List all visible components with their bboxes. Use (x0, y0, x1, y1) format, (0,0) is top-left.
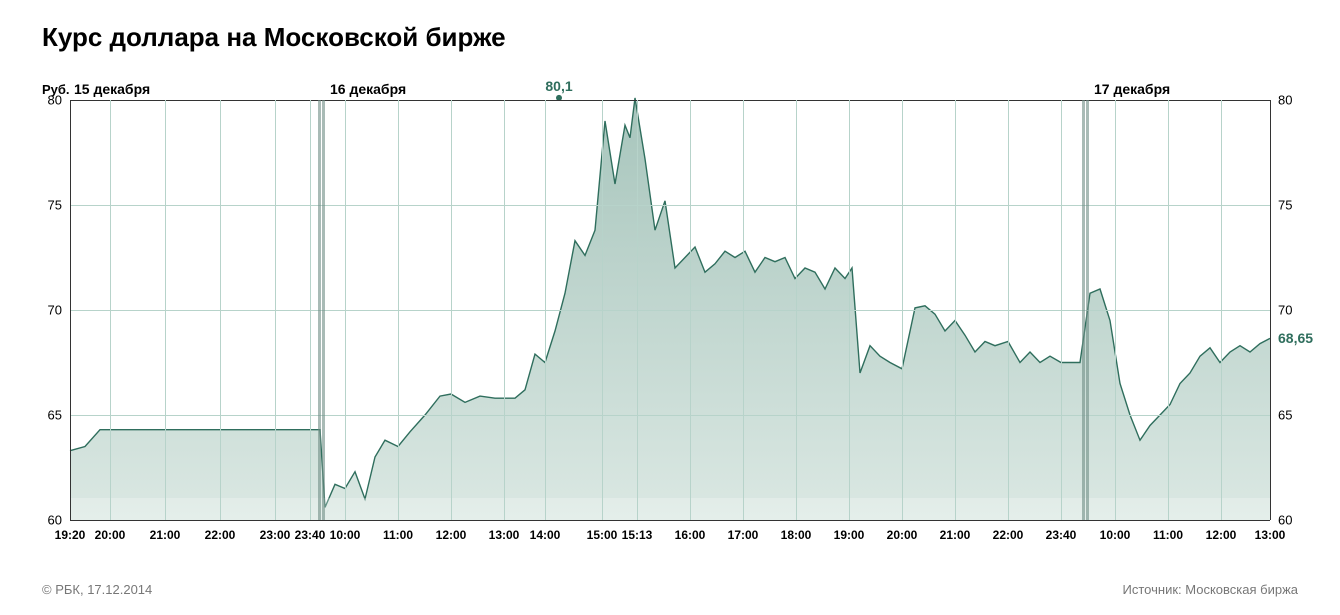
chart-area: 6060656570707575808019:2020:0021:0022:00… (70, 100, 1270, 520)
gridline-vertical (743, 100, 744, 520)
gridline-vertical (545, 100, 546, 520)
y-tick-right: 75 (1278, 198, 1292, 213)
gridline-horizontal (70, 310, 1270, 311)
x-tick: 15:00 (587, 528, 618, 542)
x-tick: 10:00 (1100, 528, 1131, 542)
day-label: 15 декабря (74, 81, 150, 97)
day-separator (318, 100, 321, 520)
gridline-vertical (345, 100, 346, 520)
x-tick: 21:00 (150, 528, 181, 542)
gridline-vertical (1008, 100, 1009, 520)
gridline-horizontal (70, 415, 1270, 416)
gridline-vertical (398, 100, 399, 520)
gridline-vertical (1168, 100, 1169, 520)
day-label: 16 декабря (330, 81, 406, 97)
gridline-vertical (849, 100, 850, 520)
end-value-label: 68,65 (1278, 330, 1313, 346)
x-tick: 11:00 (383, 528, 413, 542)
y-tick-right: 65 (1278, 408, 1292, 423)
footer-source: Источник: Московская биржа (1123, 582, 1298, 597)
chart-container: Курс доллара на Московской бирже Руб. 60… (0, 0, 1340, 615)
area-fill (70, 98, 1270, 520)
gridline-horizontal (70, 205, 1270, 206)
gridline-vertical (275, 100, 276, 520)
day-separator (1086, 100, 1089, 520)
x-tick: 12:00 (1206, 528, 1237, 542)
axis-vertical (1270, 100, 1271, 520)
gridline-horizontal (70, 100, 1270, 101)
x-tick: 20:00 (887, 528, 918, 542)
y-tick-right: 80 (1278, 93, 1292, 108)
x-tick: 23:00 (260, 528, 291, 542)
gridline-horizontal (70, 520, 1270, 521)
x-tick: 17:00 (728, 528, 759, 542)
x-tick: 15:13 (622, 528, 653, 542)
gridline-vertical (690, 100, 691, 520)
day-separator (1082, 100, 1085, 520)
x-tick: 23:40 (1046, 528, 1077, 542)
x-tick: 11:00 (1153, 528, 1183, 542)
peak-label: 80,1 (545, 78, 572, 94)
gridline-vertical (110, 100, 111, 520)
x-tick: 22:00 (205, 528, 236, 542)
x-tick: 18:00 (781, 528, 812, 542)
x-tick: 20:00 (95, 528, 126, 542)
x-tick: 19:20 (55, 528, 86, 542)
y-tick-right: 60 (1278, 513, 1292, 528)
x-tick: 21:00 (940, 528, 971, 542)
x-tick: 14:00 (530, 528, 561, 542)
x-tick: 13:00 (489, 528, 520, 542)
day-label: 17 декабря (1094, 81, 1170, 97)
y-tick-left: 60 (48, 513, 62, 528)
gridline-vertical (165, 100, 166, 520)
y-tick-left: 70 (48, 303, 62, 318)
gridline-vertical (602, 100, 603, 520)
gridline-vertical (504, 100, 505, 520)
gridline-vertical (637, 100, 638, 520)
gridline-vertical (1115, 100, 1116, 520)
gridline-vertical (902, 100, 903, 520)
y-tick-left: 80 (48, 93, 62, 108)
gridline-vertical (451, 100, 452, 520)
chart-title: Курс доллара на Московской бирже (42, 22, 506, 53)
x-tick: 13:00 (1255, 528, 1286, 542)
gridline-vertical (1061, 100, 1062, 520)
y-tick-left: 75 (48, 198, 62, 213)
y-tick-left: 65 (48, 408, 62, 423)
x-tick: 12:00 (436, 528, 467, 542)
gridline-vertical (220, 100, 221, 520)
gridline-vertical (1221, 100, 1222, 520)
x-tick: 22:00 (993, 528, 1024, 542)
x-tick: 16:00 (675, 528, 706, 542)
axis-vertical (70, 100, 71, 520)
x-tick: 23:40 (295, 528, 326, 542)
day-separator (322, 100, 325, 520)
gridline-vertical (310, 100, 311, 520)
bottom-fade (70, 498, 1270, 520)
footer-copyright: © РБК, 17.12.2014 (42, 582, 152, 597)
x-tick: 10:00 (330, 528, 361, 542)
gridline-vertical (796, 100, 797, 520)
x-tick: 19:00 (834, 528, 865, 542)
y-tick-right: 70 (1278, 303, 1292, 318)
gridline-vertical (955, 100, 956, 520)
